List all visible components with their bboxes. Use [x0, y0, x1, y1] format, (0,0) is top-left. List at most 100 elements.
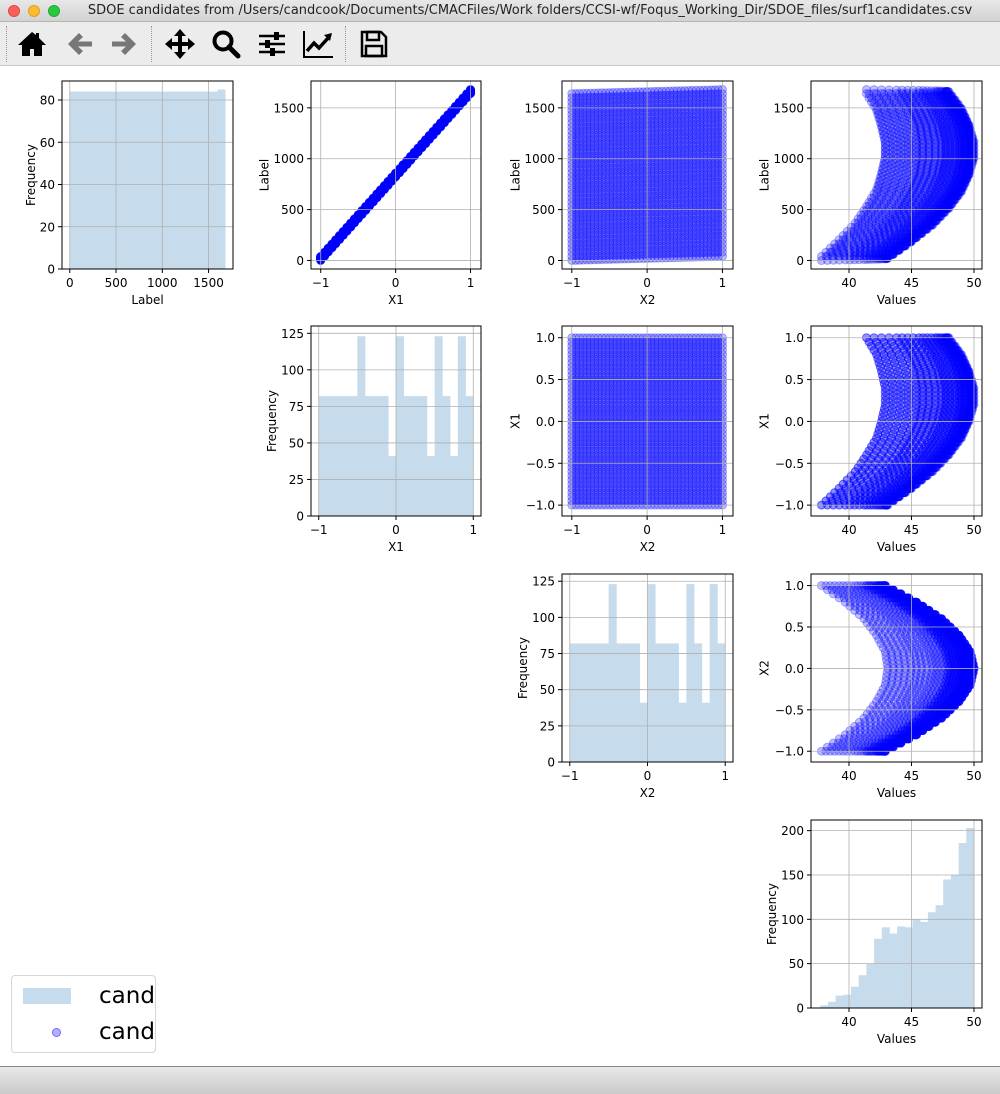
scatter-point: [357, 208, 367, 218]
scatter-point: [376, 187, 386, 197]
scatter-point: [331, 235, 341, 245]
scatter-point: [327, 242, 337, 252]
scatter-point: [331, 237, 341, 247]
histogram-bar: [85, 91, 94, 269]
scatter-point: [342, 224, 352, 234]
scatter-point: [368, 194, 378, 204]
scatter-point: [372, 191, 382, 201]
scatter-point: [349, 214, 359, 224]
scatter-point: [342, 223, 352, 233]
scatter-point: [376, 188, 386, 198]
scatter-point: [379, 184, 389, 194]
scatter-point: [372, 189, 382, 199]
scatter-point: [357, 209, 367, 219]
zoom-button[interactable]: [210, 28, 242, 60]
scatter-point: [342, 222, 352, 232]
scatter-point: [349, 216, 359, 226]
zoom-window-button[interactable]: [48, 5, 60, 17]
scatter-point: [364, 201, 374, 211]
scatter-point: [323, 246, 333, 256]
scatter-point: [353, 211, 363, 221]
scatter-point: [353, 212, 363, 221]
scatter-point: [331, 238, 341, 247]
scatter-point: [353, 210, 363, 220]
scatter-point: [327, 240, 337, 250]
scatter-point: [323, 243, 333, 253]
scatter-point: [349, 214, 359, 224]
scatter-point: [349, 218, 359, 228]
scatter-point: [346, 222, 356, 232]
scatter-point: [372, 189, 382, 199]
scatter-point: [361, 204, 371, 214]
scatter-point: [372, 190, 382, 200]
scatter-point: [338, 230, 348, 240]
scatter-point: [346, 221, 356, 231]
scatter-point: [338, 229, 348, 239]
scatter-point: [335, 231, 344, 241]
home-button[interactable]: [16, 28, 48, 60]
histogram-bar: [108, 91, 117, 269]
scatter-point: [327, 242, 337, 251]
scatter-point: [335, 235, 344, 245]
scatter-point: [357, 210, 367, 219]
scatter-point: [368, 194, 378, 204]
scatter-point: [368, 197, 378, 207]
scatter-point: [368, 197, 378, 207]
histogram-bar: [131, 91, 141, 269]
scatter-point: [361, 202, 371, 211]
scatter-point: [342, 226, 352, 236]
configure-subplots-button[interactable]: [256, 28, 288, 60]
scatter-point: [364, 199, 374, 209]
scatter-point: [323, 245, 333, 255]
scatter-point: [349, 216, 359, 226]
scatter-point: [372, 193, 382, 203]
scatter-point: [364, 199, 374, 209]
scatter-point: [327, 240, 337, 250]
scatter-point: [368, 193, 378, 203]
scatter-point: [323, 246, 333, 256]
close-window-button[interactable]: [8, 5, 20, 17]
scatter-point: [327, 241, 337, 251]
scatter-point: [335, 231, 344, 241]
scatter-point: [357, 206, 367, 216]
scatter-point: [342, 223, 352, 233]
scatter-point: [327, 241, 337, 251]
scatter-point: [327, 243, 337, 253]
scatter-point: [361, 205, 371, 215]
scatter-point: [331, 239, 341, 249]
x-tick-label: 1: [467, 276, 475, 290]
scatter-point: [331, 236, 341, 245]
scatter-point: [368, 195, 378, 205]
scatter-point: [335, 233, 344, 243]
pan-button[interactable]: [164, 28, 196, 60]
scatter-point: [361, 201, 371, 211]
scatter-point: [376, 188, 386, 198]
scatter-point: [346, 219, 356, 229]
scatter-point: [342, 226, 352, 236]
scatter-point: [376, 187, 386, 197]
scatter-point: [361, 202, 371, 212]
scatter-point: [323, 244, 333, 254]
save-button[interactable]: [358, 28, 390, 60]
scatter-point: [331, 236, 341, 246]
scatter-point: [335, 232, 344, 242]
scatter-point: [338, 229, 348, 239]
scatter-point: [335, 231, 344, 241]
edit-axis-button[interactable]: [302, 28, 334, 60]
forward-button[interactable]: [108, 28, 140, 60]
scatter-point: [346, 222, 356, 231]
scatter-point: [338, 228, 348, 238]
scatter-point: [361, 202, 371, 212]
back-button[interactable]: [64, 28, 96, 60]
minimize-window-button[interactable]: [28, 5, 40, 17]
scatter-point: [346, 219, 356, 229]
scatter-point: [342, 226, 352, 236]
scatter-point: [335, 234, 344, 244]
scatter-point: [353, 211, 363, 221]
scatter-point: [368, 196, 378, 206]
scatter-point: [364, 200, 374, 210]
scatter-point: [335, 235, 344, 244]
scatter-point: [357, 209, 367, 219]
scatter-point: [353, 213, 363, 223]
